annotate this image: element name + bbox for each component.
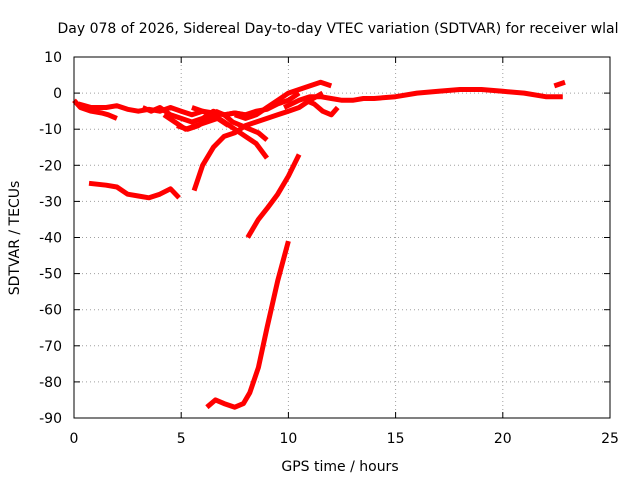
y-tick-label: -30 [39, 194, 62, 210]
y-tick-label: -80 [39, 375, 62, 391]
x-tick-label: 15 [387, 431, 405, 447]
x-tick-label: 25 [601, 431, 619, 447]
x-tick-label: 10 [279, 431, 297, 447]
y-tick-label: -90 [39, 411, 62, 427]
x-tick-label: 0 [70, 431, 79, 447]
series-line-track-9 [234, 79, 333, 121]
grid-layer [74, 57, 610, 418]
series-line-track-10 [283, 87, 563, 110]
series-line-track-13 [88, 180, 181, 201]
series-layer [72, 79, 566, 410]
series-line-track-11 [304, 97, 340, 118]
y-tick-label: 0 [53, 86, 62, 102]
x-tick-label: 20 [494, 431, 512, 447]
y-tick-label: -70 [39, 339, 62, 355]
series-line-track-15 [205, 240, 291, 410]
series-line-track-5 [176, 112, 219, 132]
y-tick-label: -20 [39, 158, 62, 174]
x-axis-title: GPS time / hours [281, 459, 398, 475]
y-axis-title: SDTVAR / TECUs [7, 181, 23, 296]
series-line-track-12 [553, 79, 566, 89]
chart-title: Day 078 of 2026, Sidereal Day-to-day VTE… [57, 21, 618, 37]
series-line-track-8 [191, 90, 324, 192]
y-tick-label: 10 [44, 50, 62, 66]
series-line-track-14 [245, 153, 302, 239]
y-tick-label: -40 [39, 231, 62, 247]
series-line-track-6 [191, 105, 270, 160]
tick-layer: 0 5 10 15 20 25 -90 -80 -70 -60 -50 -40 -30 -20 -10 0 10 [39, 50, 619, 447]
y-tick-label: -50 [39, 267, 62, 283]
y-tick-label: -60 [39, 303, 62, 319]
x-tick-label: 5 [177, 431, 186, 447]
y-tick-label: -10 [39, 122, 62, 138]
